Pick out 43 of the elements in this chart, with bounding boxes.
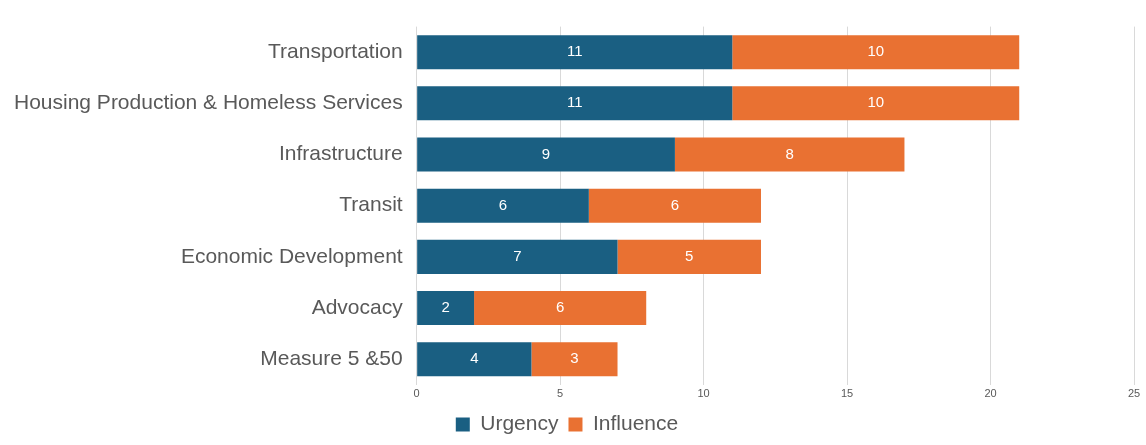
bar	[732, 35, 1020, 70]
data-label: 11	[566, 93, 583, 111]
bar	[417, 137, 675, 172]
data-label: 5	[685, 247, 694, 265]
x-tick-label: 10	[697, 387, 710, 400]
data-label: 9	[541, 144, 551, 162]
bar	[417, 35, 733, 70]
bar	[588, 188, 761, 223]
bar	[417, 291, 475, 326]
data-label: 6	[670, 195, 680, 213]
bar	[531, 342, 618, 377]
y-tick-label: Economic Development	[180, 243, 403, 267]
data-label: 10	[867, 42, 885, 60]
legend-label: Urgency	[480, 411, 559, 435]
x-tick-label: 20	[984, 387, 997, 400]
data-label: 11	[566, 42, 583, 60]
y-tick-label: Measure 5 &50	[260, 346, 403, 370]
bar	[732, 86, 1020, 121]
data-label: 8	[785, 144, 794, 162]
data-label: 7	[513, 247, 522, 265]
bar	[417, 239, 618, 274]
bar	[617, 239, 761, 274]
bar	[417, 86, 733, 121]
data-label: 6	[555, 298, 565, 316]
bar	[474, 291, 647, 326]
bar	[674, 137, 905, 172]
bar	[417, 342, 532, 377]
x-tick-label: 0	[413, 387, 420, 400]
x-tick-label: 5	[557, 387, 564, 400]
y-tick-label: Housing Production & Homeless Services	[13, 90, 403, 114]
data-label: 4	[470, 349, 479, 367]
y-tick-label: Transit	[339, 192, 403, 216]
x-tick-label: 15	[840, 387, 854, 400]
x-tick-label: 25	[1127, 387, 1141, 400]
y-tick-label: Transportation	[268, 38, 403, 62]
y-tick-label: Advocacy	[311, 294, 404, 318]
data-label: 3	[570, 349, 579, 367]
y-tick-label: Infrastructure	[278, 141, 403, 165]
bar	[417, 188, 589, 223]
legend-label: Influence	[592, 411, 679, 435]
data-label: 10	[867, 93, 885, 111]
data-label: 6	[498, 195, 508, 213]
data-label: 2	[441, 298, 450, 316]
